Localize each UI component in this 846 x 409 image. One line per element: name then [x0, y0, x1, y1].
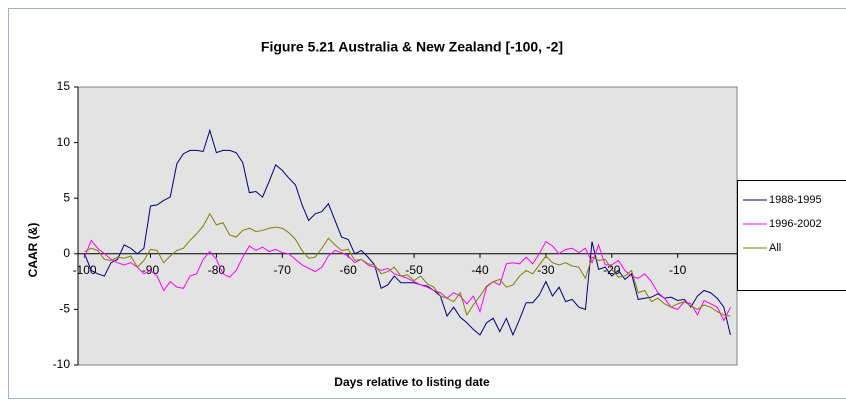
y-tick-label: -5 — [59, 302, 70, 316]
legend-label: 1988-1995 — [769, 194, 822, 206]
y-axis-title: CAAR (&) — [26, 223, 40, 278]
y-tick-label: 15 — [57, 79, 71, 93]
x-tick-label: -100 — [73, 263, 97, 277]
y-tick-label: 10 — [57, 135, 71, 149]
x-tick-label: -10 — [669, 263, 687, 277]
plot-area — [78, 87, 737, 365]
y-tick-label: 5 — [63, 190, 70, 204]
y-tick-label: -10 — [53, 357, 71, 371]
chart-title: Figure 5.21 Australia & New Zealand [-10… — [261, 39, 563, 55]
x-axis-title: Days relative to listing date — [334, 375, 490, 389]
y-tick-label: 0 — [63, 246, 70, 260]
x-tick-label: -60 — [340, 263, 358, 277]
x-tick-label: -80 — [208, 263, 226, 277]
x-tick-label: -40 — [471, 263, 489, 277]
legend-label: All — [769, 242, 781, 254]
x-tick-label: -70 — [274, 263, 292, 277]
legend-label: 1996-2002 — [769, 218, 822, 230]
x-tick-label: -30 — [537, 263, 555, 277]
